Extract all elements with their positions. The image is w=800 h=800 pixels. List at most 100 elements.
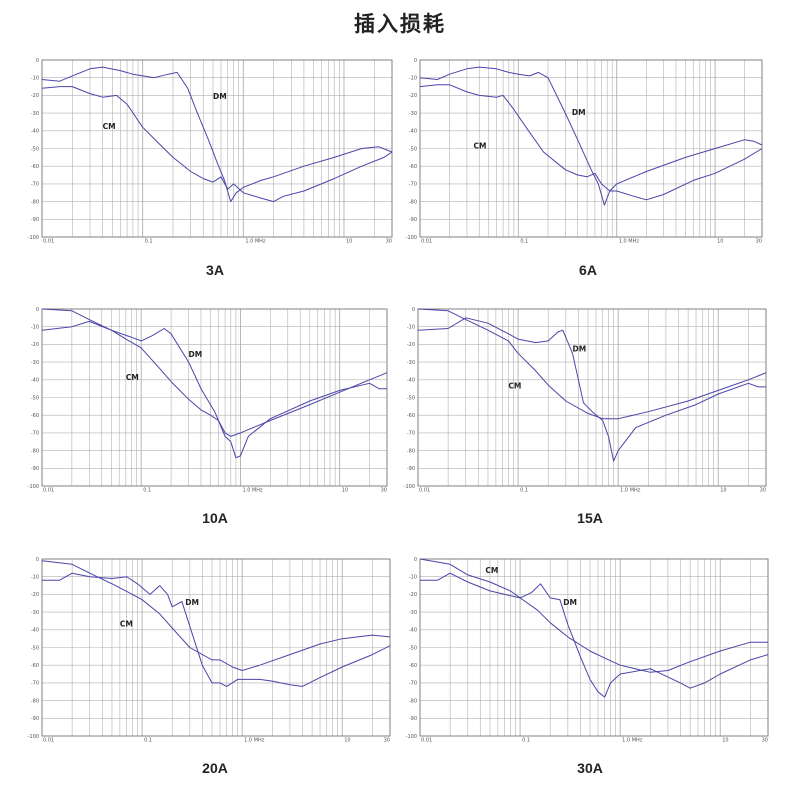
- chart-panel: 0 -10 -20 -30 -40 -50 -60 -70 -80 -90 -100 0.01 0.1 1…: [28, 307, 388, 494]
- y-tick-label: 0: [36, 557, 39, 563]
- series-line-dm: [419, 66, 763, 206]
- page-title: 插入损耗: [354, 12, 446, 36]
- y-tick-label: -80: [407, 448, 415, 454]
- y-tick-label: -30: [31, 360, 39, 366]
- y-tick-label: -20: [409, 592, 417, 598]
- y-tick-label: -50: [407, 395, 415, 401]
- y-tick-label: -90: [31, 716, 39, 722]
- y-tick-label: -20: [31, 93, 39, 99]
- chart-label: 15A: [577, 510, 603, 526]
- y-tick-label: -80: [31, 199, 39, 205]
- series-line-cm: [41, 560, 391, 671]
- y-tick-label: -90: [31, 217, 39, 223]
- curve-label-dm: DM: [572, 108, 586, 117]
- x-tick-label: 0.1: [522, 738, 530, 744]
- x-tick-label: 0.1: [144, 738, 152, 744]
- chart-panel: 0 -10 -20 -30 -40 -50 -60 -70 -80 -90 -100 0.01 0.1 1…: [404, 307, 767, 494]
- y-tick-label: -10: [409, 76, 417, 82]
- y-tick-label: -90: [409, 217, 417, 223]
- y-tick-label: -50: [409, 645, 417, 651]
- y-tick-label: -70: [31, 681, 39, 687]
- y-tick-label: -30: [409, 610, 417, 616]
- series-line-dm: [41, 66, 393, 203]
- y-tick-label: -60: [31, 663, 39, 669]
- y-tick-label: -70: [31, 431, 39, 437]
- series-line-cm: [41, 308, 388, 437]
- y-tick-label: -20: [31, 342, 39, 348]
- y-tick-label: 0: [414, 58, 417, 64]
- y-tick-label: -40: [31, 628, 39, 634]
- y-tick-label: -70: [31, 182, 39, 188]
- x-tick-label: 1.0 MHz: [619, 239, 640, 245]
- series-line-cm: [419, 558, 768, 673]
- y-tick-label: 0: [412, 307, 415, 313]
- curve-label-cm: CM: [126, 373, 139, 382]
- x-tick-label: 30: [762, 738, 768, 744]
- x-tick-label: 1.0 MHz: [620, 488, 641, 494]
- y-tick-label: -80: [31, 448, 39, 454]
- chart-svg: 0 -10 -20 -30 -40 -50 -60 -70 -80 -90 -100 0.01 0.1 1…: [406, 58, 763, 245]
- x-tick-label: 1.0 MHz: [622, 738, 643, 744]
- x-tick-label: 0.01: [43, 488, 54, 494]
- y-tick-label: -30: [31, 610, 39, 616]
- y-tick-label: 0: [36, 307, 39, 313]
- curve-label-dm: DM: [185, 598, 199, 607]
- chart-panel: 0 -10 -20 -30 -40 -50 -60 -70 -80 -90 -100 0.01 0.1 1…: [28, 58, 393, 245]
- chart-svg: 0 -10 -20 -30 -40 -50 -60 -70 -80 -90 -100 0.01 0.1 1…: [28, 307, 388, 494]
- curve-label-cm: CM: [485, 566, 498, 575]
- y-tick-label: -30: [407, 360, 415, 366]
- x-tick-label: 1.0 MHz: [244, 738, 265, 744]
- curve-label-cm: CM: [103, 122, 116, 131]
- x-tick-label: 0.01: [43, 239, 54, 245]
- y-tick-label: -10: [31, 575, 39, 581]
- y-tick-label: -70: [409, 182, 417, 188]
- y-tick-label: 0: [414, 557, 417, 563]
- y-tick-label: -80: [31, 698, 39, 704]
- y-tick-label: -40: [407, 378, 415, 384]
- chart-svg: 0 -10 -20 -30 -40 -50 -60 -70 -80 -90 -100 0.01 0.1 1…: [28, 557, 391, 744]
- curve-label-cm: CM: [120, 619, 133, 628]
- series-line-dm: [42, 572, 391, 687]
- y-tick-label: -60: [31, 164, 39, 170]
- x-tick-label: 10: [346, 239, 352, 245]
- x-tick-label: 30: [386, 239, 392, 245]
- y-tick-label: -50: [31, 146, 39, 152]
- y-tick-label: -50: [409, 146, 417, 152]
- x-tick-label: 0.01: [421, 738, 432, 744]
- y-tick-label: -60: [409, 164, 417, 170]
- y-tick-label: -40: [31, 378, 39, 384]
- curve-label-dm: DM: [189, 350, 203, 359]
- chart-svg: 0 -10 -20 -30 -40 -50 -60 -70 -80 -90 -100 0.01 0.1 1…: [406, 557, 769, 744]
- series-line-cm: [41, 86, 393, 203]
- series-line-dm: [417, 317, 766, 462]
- x-tick-label: 0.01: [43, 738, 54, 744]
- y-tick-label: -100: [28, 734, 39, 740]
- y-tick-label: -90: [31, 466, 39, 472]
- x-tick-label: 30: [381, 488, 387, 494]
- chart-panel: 0 -10 -20 -30 -40 -50 -60 -70 -80 -90 -100 0.01 0.1 1…: [28, 557, 391, 744]
- x-tick-label: 10: [717, 239, 723, 245]
- series-line-dm: [41, 320, 387, 459]
- x-tick-label: 30: [756, 239, 762, 245]
- x-tick-label: 10: [344, 738, 350, 744]
- x-tick-label: 10: [720, 488, 726, 494]
- curve-label-dm: DM: [563, 598, 577, 607]
- x-tick-label: 0.1: [143, 488, 151, 494]
- series-line-cm: [417, 308, 767, 420]
- y-tick-label: -100: [406, 235, 417, 241]
- y-tick-label: -100: [404, 484, 415, 490]
- y-tick-label: -10: [31, 76, 39, 82]
- y-tick-label: -50: [31, 395, 39, 401]
- y-tick-label: -60: [31, 413, 39, 419]
- y-tick-label: -40: [31, 129, 39, 135]
- x-tick-label: 30: [384, 738, 390, 744]
- plot-frame: [419, 558, 769, 737]
- x-tick-label: 1.0 MHz: [242, 488, 263, 494]
- curve-label-cm: CM: [474, 142, 487, 151]
- x-tick-label: 1.0 MHz: [245, 239, 266, 245]
- y-tick-label: -20: [409, 93, 417, 99]
- y-tick-label: -60: [407, 413, 415, 419]
- plot-frame: [41, 308, 388, 487]
- x-tick-label: 0.01: [421, 239, 432, 245]
- curve-label-dm: DM: [213, 92, 227, 101]
